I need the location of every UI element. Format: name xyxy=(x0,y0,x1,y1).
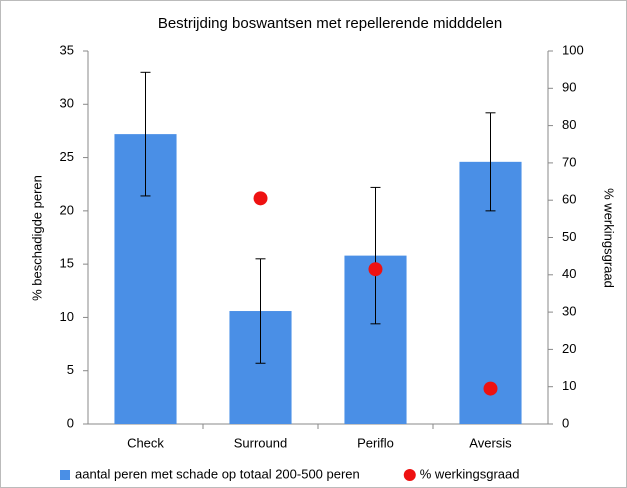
y2-tick-label: 70 xyxy=(562,154,576,169)
y-tick-label: 5 xyxy=(67,362,74,377)
y2-tick-label: 100 xyxy=(562,42,584,57)
point xyxy=(483,381,498,396)
y-tick-label: 0 xyxy=(67,415,74,430)
y2-axis-label: % werkingsgraad xyxy=(602,188,617,288)
legend-label: aantal peren met schade op totaal 200-50… xyxy=(75,466,360,481)
x-tick-label: Check xyxy=(127,435,164,450)
y-tick-label: 15 xyxy=(60,256,74,271)
y2-tick-label: 10 xyxy=(562,378,576,393)
error-bar xyxy=(140,71,151,197)
y2-tick-label: 90 xyxy=(562,80,576,95)
y-tick-label: 25 xyxy=(60,149,74,164)
legend-swatch xyxy=(60,470,70,480)
y-tick-label: 30 xyxy=(60,96,74,111)
y2-tick-label: 40 xyxy=(562,266,576,281)
y-tick-label: 20 xyxy=(60,202,74,217)
point xyxy=(253,191,268,206)
y-tick-label: 35 xyxy=(60,42,74,57)
y-axis-label: % beschadigde peren xyxy=(29,175,44,301)
chart-title: Bestrijding boswantsen met repellerende … xyxy=(158,15,502,32)
y2-tick-label: 20 xyxy=(562,341,576,356)
legend-label: % werkingsgraad xyxy=(420,466,520,481)
y2-tick-label: 30 xyxy=(562,304,576,319)
y2-tick-label: 80 xyxy=(562,117,576,132)
error-bar xyxy=(255,258,266,364)
legend-swatch xyxy=(403,469,416,481)
x-tick-label: Surround xyxy=(234,435,287,450)
x-tick-label: Periflo xyxy=(357,435,394,450)
y2-tick-label: 0 xyxy=(562,415,569,430)
y2-tick-label: 50 xyxy=(562,229,576,244)
x-tick-label: Aversis xyxy=(469,435,512,450)
point xyxy=(368,262,383,277)
y2-tick-label: 60 xyxy=(562,192,576,207)
error-bar xyxy=(370,186,381,325)
y-tick-label: 10 xyxy=(60,309,74,324)
error-bar xyxy=(485,112,496,212)
